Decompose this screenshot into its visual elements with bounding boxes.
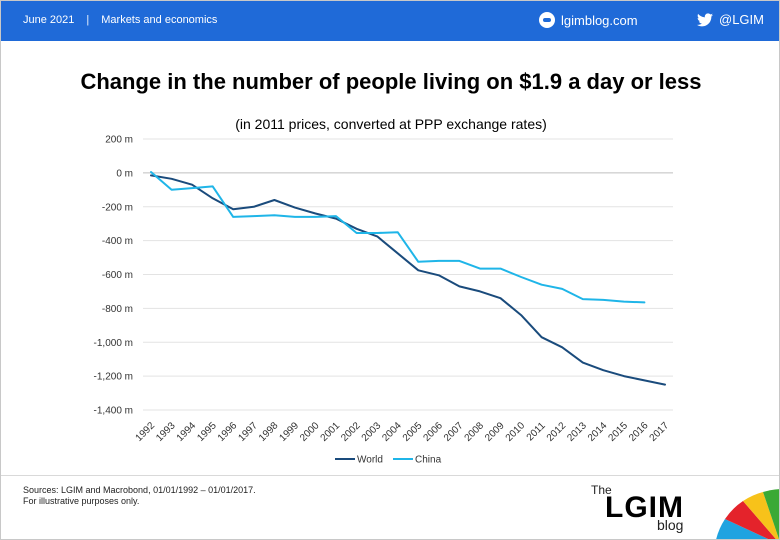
x-tick-label: 1998 bbox=[257, 420, 281, 444]
y-tick-label: 0 m bbox=[116, 168, 133, 179]
x-tick-label: 2011 bbox=[525, 420, 548, 443]
x-tick-label: 2000 bbox=[298, 420, 322, 444]
line-chart: 200 m 0 m -200 m -400 m -600 m -800 m -1,000 m… bbox=[94, 135, 673, 466]
y-tick-label: 200 m bbox=[105, 135, 133, 146]
series-line-world bbox=[150, 174, 666, 386]
logo-the-text: The bbox=[591, 483, 612, 497]
x-tick-label: 2015 bbox=[606, 420, 630, 444]
illustrative-note: For illustrative purposes only. bbox=[23, 496, 140, 506]
header-bar: June 2021 | Markets and economics lgimbl… bbox=[1, 1, 779, 41]
twitter-bird-icon bbox=[697, 12, 713, 26]
logo-blog-text: blog bbox=[657, 517, 684, 533]
x-tick-label: 2017 bbox=[648, 420, 672, 444]
x-tick-label: 1994 bbox=[175, 420, 199, 444]
x-tick-label: 2002 bbox=[339, 420, 363, 444]
header-separator: | bbox=[86, 14, 90, 26]
header-left: June 2021 | Markets and economics bbox=[23, 14, 217, 26]
y-tick-label: -800 m bbox=[102, 304, 133, 315]
series-line-china bbox=[150, 171, 646, 304]
sources-text: Sources: LGIM and Macrobond, 01/01/1992 … bbox=[23, 485, 256, 495]
x-tick-label: 2016 bbox=[627, 420, 651, 444]
x-tick-label: 2010 bbox=[504, 420, 528, 444]
x-tick-label: 2006 bbox=[421, 420, 445, 444]
x-tick-label: 2003 bbox=[360, 420, 384, 444]
x-tick-label: 2013 bbox=[565, 420, 589, 444]
header-section-link[interactable]: Markets and economics bbox=[101, 14, 218, 26]
y-tick-label: -1,400 m bbox=[94, 406, 133, 417]
x-tick-label: 2004 bbox=[380, 420, 404, 444]
site-link[interactable]: lgimblog.com bbox=[539, 12, 638, 28]
x-tick-label: 1999 bbox=[278, 420, 302, 444]
y-tick-label: -600 m bbox=[102, 270, 133, 281]
x-tick-label: 1997 bbox=[236, 420, 260, 444]
chart-title: Change in the number of people living on… bbox=[80, 69, 702, 94]
x-tick-label: 1992 bbox=[134, 420, 158, 444]
sources-note: Sources: LGIM and Macrobond, 01/01/1992 … bbox=[23, 485, 256, 507]
x-tick-label: 1996 bbox=[216, 420, 240, 444]
x-tick-label: 2001 bbox=[319, 420, 343, 444]
twitter-link[interactable]: @LGIM bbox=[697, 12, 764, 27]
x-tick-label: 2005 bbox=[401, 420, 425, 444]
x-tick-label: 2007 bbox=[442, 420, 466, 444]
legend-label-china: China bbox=[415, 455, 442, 466]
chart-subtitle: (in 2011 prices, converted at PPP exchan… bbox=[235, 116, 547, 132]
y-tick-label: -200 m bbox=[102, 202, 133, 213]
x-tick-label: 1995 bbox=[195, 420, 219, 444]
y-tick-label: -400 m bbox=[102, 236, 133, 247]
lgim-blog-logo: The LGIM blog bbox=[585, 479, 779, 539]
y-tick-label: -1,000 m bbox=[94, 338, 133, 349]
x-tick-label: 2012 bbox=[545, 420, 569, 444]
x-tick-label: 1993 bbox=[154, 420, 178, 444]
legend-label-world: World bbox=[357, 455, 383, 466]
y-tick-label: -1,200 m bbox=[94, 372, 133, 383]
site-link-label: lgimblog.com bbox=[561, 12, 638, 28]
umbrella-logo-icon bbox=[716, 489, 779, 539]
x-tick-label: 2009 bbox=[483, 420, 507, 444]
twitter-handle: @LGIM bbox=[719, 12, 764, 27]
globe-icon bbox=[539, 12, 555, 28]
header-date: June 2021 bbox=[23, 14, 75, 26]
footer-divider bbox=[1, 475, 779, 476]
x-tick-label: 2014 bbox=[586, 420, 610, 444]
logo-lgim-text: LGIM bbox=[605, 491, 684, 524]
x-tick-label: 2008 bbox=[463, 420, 487, 444]
